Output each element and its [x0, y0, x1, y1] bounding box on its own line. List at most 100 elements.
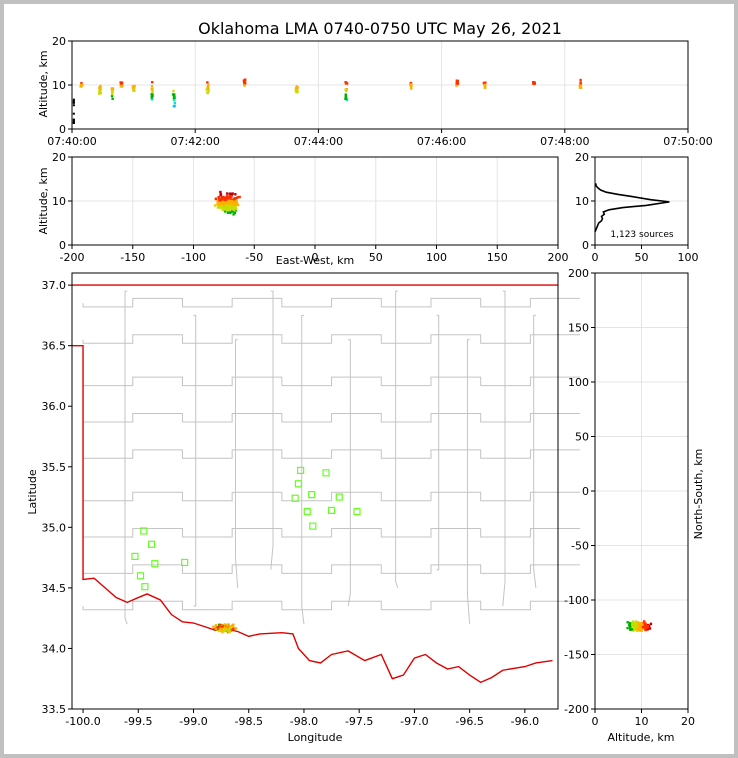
time-source-point — [172, 105, 176, 108]
time-source-point — [345, 88, 348, 91]
ns-source-point — [632, 629, 635, 632]
ew-source-point — [233, 201, 236, 204]
lma-station — [136, 572, 145, 580]
ns-source-point — [634, 620, 638, 623]
time-source-point — [532, 81, 535, 84]
ew-source-point — [229, 207, 233, 211]
time-source-point — [151, 80, 154, 84]
time-source-point — [132, 85, 135, 89]
altitude-histogram-panel: 0 50 100 0 10 20 — [575, 151, 699, 264]
map-x-tick-label: -99.5 — [124, 715, 152, 728]
map-y-tick-label: 36.5 — [42, 340, 67, 353]
ew-source-point — [219, 190, 222, 194]
ns-source-point — [628, 621, 631, 625]
ns-source-point — [644, 628, 647, 632]
county-line — [124, 290, 128, 625]
ns-source-point — [631, 620, 635, 623]
time-x-tick-label: 07:40:00 — [47, 135, 96, 148]
time-source-point — [344, 96, 348, 99]
ns-source-point — [641, 623, 644, 626]
ew-source-point — [225, 196, 229, 200]
ns-source-point — [628, 624, 632, 628]
time-source-point — [80, 84, 83, 87]
map-source-point — [224, 626, 227, 629]
time-source-point — [173, 102, 177, 105]
ew-x-tick-label: 200 — [548, 251, 569, 264]
county-line — [270, 290, 274, 570]
map-y-tick-label: 35.0 — [42, 521, 67, 534]
lma-station — [291, 494, 299, 502]
ew-source-point — [219, 206, 222, 210]
map-x-tick-label: -100.0 — [65, 715, 100, 728]
ew-source-point — [234, 205, 237, 209]
map-panel-frame — [71, 272, 559, 710]
ew-source-point — [233, 199, 237, 202]
county-line — [395, 290, 399, 589]
ew-source-point — [223, 198, 226, 201]
map-source-point — [228, 626, 232, 629]
map-y-tick-label: 36.0 — [42, 400, 67, 413]
time-source-point — [120, 85, 123, 88]
ns-source-point — [634, 622, 637, 626]
county-line — [234, 339, 239, 588]
time-source-point — [206, 91, 209, 95]
time-altitude-panel: 07:40:00 07:42:00 07:44:00 07:46:00 07:48:00… — [47, 35, 712, 148]
time-source-point — [173, 98, 176, 102]
ns-panel-xlabel: Altitude, km — [607, 731, 674, 744]
ns-x-tick-label: 0 — [592, 715, 599, 728]
ns-source-point — [634, 625, 637, 628]
time-panel-frame — [71, 40, 689, 130]
chart-title: Oklahoma LMA 0740-0750 UTC May 26, 2021 — [198, 19, 562, 38]
time-source-point — [80, 81, 83, 85]
ew-source-point — [226, 206, 229, 209]
lma-station — [308, 491, 316, 499]
time-source-point — [72, 100, 75, 103]
ns-source-point — [636, 621, 639, 625]
plan-view-map-panel: -100.0 -99.5 -99.0 -98.5 -98.0 -97.5 -97.0 -96.… — [42, 272, 581, 728]
ew-y-tick-label: 20 — [52, 151, 66, 164]
map-y-tick-label: 34.5 — [42, 582, 67, 595]
time-source-point — [133, 87, 136, 90]
lma-station — [327, 506, 336, 514]
time-x-tick-label: 07:46:00 — [417, 135, 466, 148]
ns-source-point — [636, 623, 640, 626]
ns-y-tick-label: -50 — [571, 540, 589, 553]
ew-source-point — [234, 209, 237, 212]
time-source-point — [151, 89, 154, 93]
county-line — [301, 314, 305, 625]
ew-source-point — [226, 211, 230, 214]
time-source-point — [111, 88, 115, 91]
lma-station — [322, 469, 330, 477]
ns-source-point — [634, 627, 637, 631]
ew-source-point — [238, 195, 241, 199]
time-source-point — [456, 79, 460, 83]
time-source-point — [206, 81, 209, 84]
county-line — [82, 564, 581, 574]
time-source-point — [72, 104, 75, 107]
time-source-point — [243, 83, 246, 86]
ew-source-point — [225, 204, 229, 207]
ns-x-tick-label: 20 — [681, 715, 695, 728]
map-x-tick-label: -97.0 — [400, 715, 428, 728]
ew-source-point — [214, 197, 218, 200]
time-source-point — [579, 78, 582, 82]
county-line — [82, 449, 581, 459]
time-source-point — [484, 81, 487, 84]
ns-panel-ylabel: North-South, km — [692, 449, 705, 540]
time-source-point — [132, 88, 136, 91]
lma-station — [151, 560, 159, 568]
ew-source-point — [232, 203, 235, 206]
time-source-point — [172, 89, 175, 93]
ew-source-point — [219, 192, 223, 196]
ew-source-point — [224, 210, 227, 213]
ns-source-point — [643, 625, 646, 628]
time-source-point — [98, 87, 102, 91]
ew-source-point — [216, 199, 219, 203]
ew-source-point — [236, 203, 240, 207]
map-x-tick-label: -96.5 — [455, 715, 483, 728]
map-source-point — [215, 627, 219, 630]
map-source-point — [223, 629, 226, 633]
ew-x-tick-label: 0 — [312, 251, 319, 264]
ns-y-tick-label: -100 — [564, 594, 589, 607]
time-source-point — [205, 88, 208, 91]
